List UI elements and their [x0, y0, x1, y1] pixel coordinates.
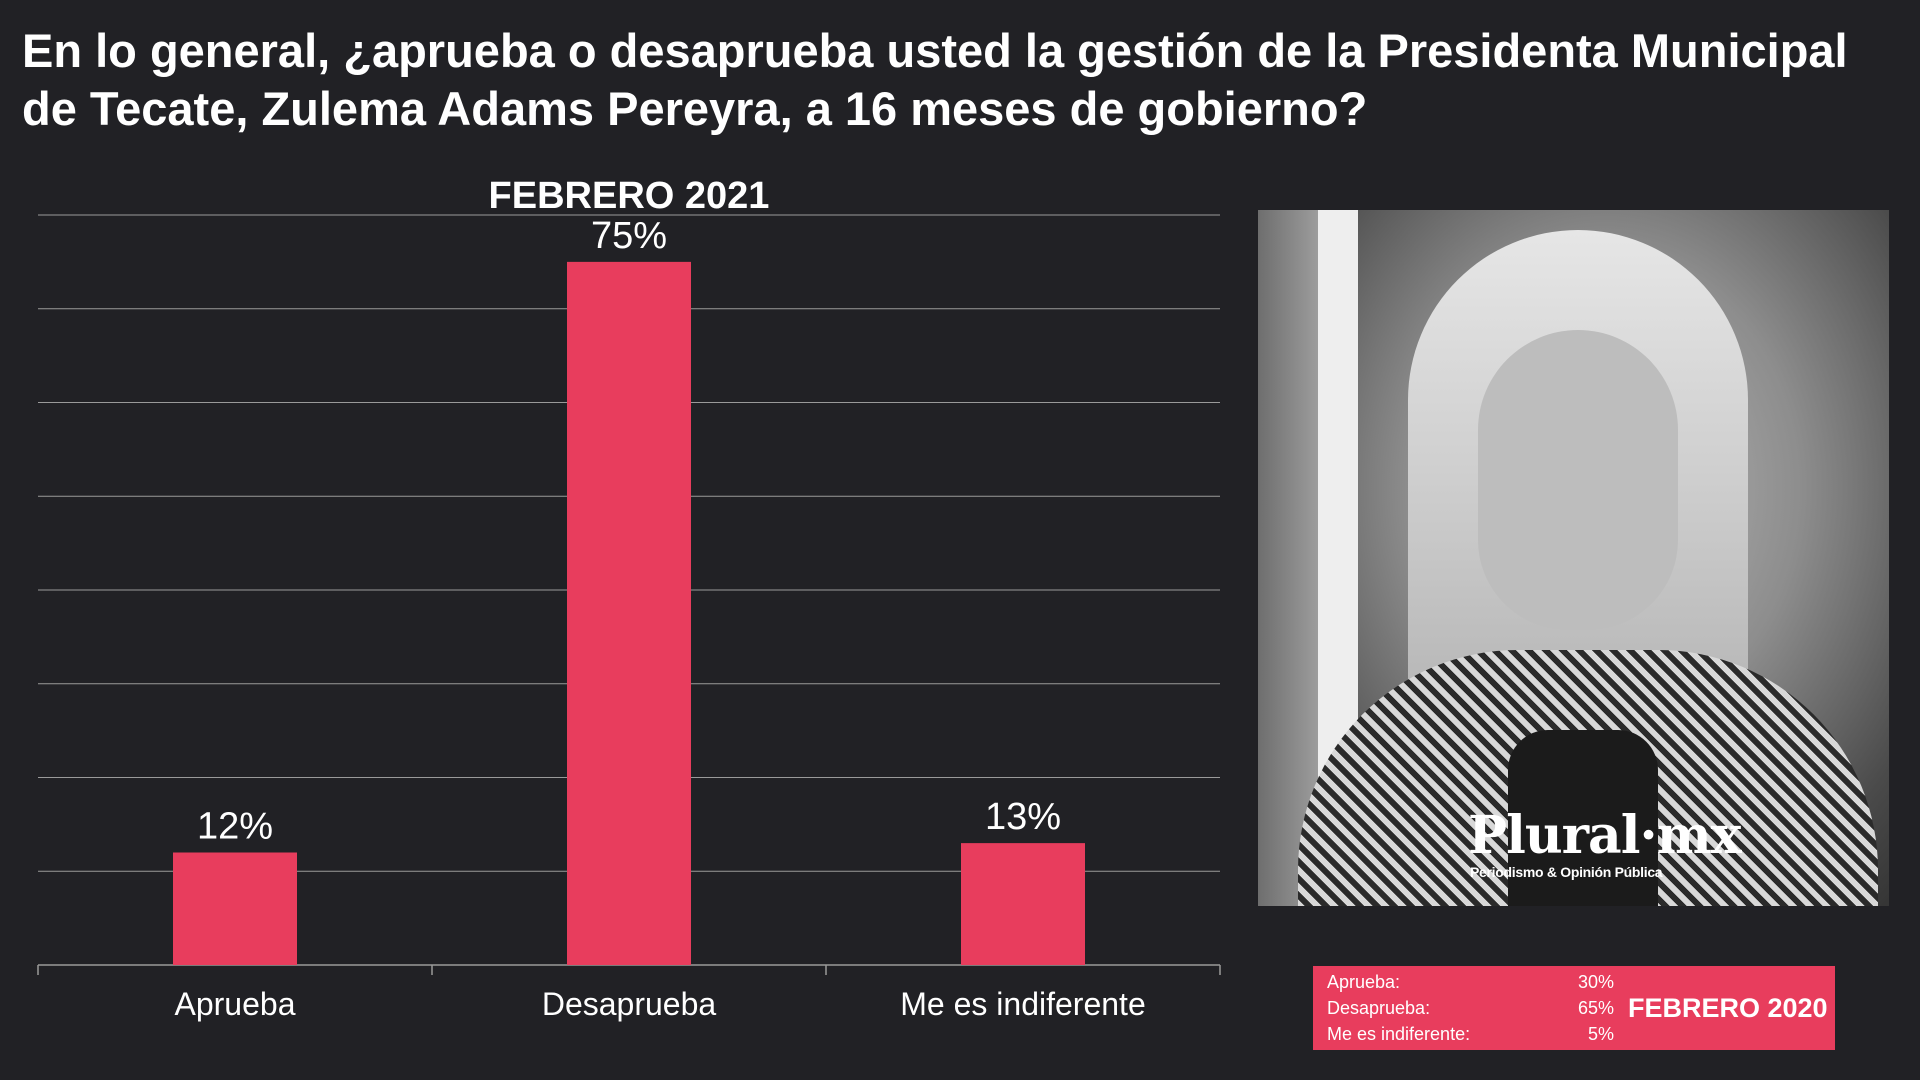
previous-results-box: Aprueba: 30% Desaprueba: 65% Me es indif…	[1313, 966, 1835, 1050]
headline: En lo general, ¿aprueba o desaprueba ust…	[22, 24, 1848, 135]
bar-me-es-indiferente	[961, 843, 1085, 965]
category-label: Desaprueba	[542, 986, 717, 1022]
photo-face	[1478, 330, 1678, 630]
previous-label: Aprueba:	[1327, 972, 1401, 992]
previous-label: Desaprueba:	[1327, 998, 1431, 1018]
data-label: 75%	[591, 215, 667, 257]
previous-label: Me es indiferente:	[1327, 1024, 1471, 1044]
plural-mx-logo: Plural·mx	[1468, 805, 1742, 866]
bar-chart: FEBRERO 2021 12% Aprueba 75% Desaprueba 13% Me…	[0, 160, 1240, 1060]
previous-row-aprueba: Aprueba: 30%	[1327, 970, 1614, 994]
chart-title: FEBRERO 2021	[489, 175, 770, 217]
bar-aprueba	[173, 852, 297, 965]
portrait-photo: Plural·mx Periodismo & Opinión Pública	[1258, 210, 1889, 906]
previous-row-desaprueba: Desaprueba: 65%	[1327, 996, 1614, 1020]
plural-mx-logo-subtitle: Periodismo & Opinión Pública	[1470, 864, 1663, 880]
previous-value: 30%	[1577, 972, 1614, 992]
data-label: 13%	[985, 796, 1061, 838]
previous-row-indiferente: Me es indiferente: 5%	[1327, 1022, 1614, 1046]
previous-period-title: FEBRERO 2020	[1628, 993, 1828, 1023]
previous-value: 5%	[1587, 1024, 1614, 1044]
category-label: Me es indiferente	[900, 986, 1145, 1022]
data-label: 12%	[197, 806, 273, 848]
previous-value: 65%	[1577, 998, 1614, 1018]
bar-desaprueba	[567, 261, 691, 965]
photo-shirt	[1508, 730, 1658, 906]
category-label: Aprueba	[175, 986, 296, 1022]
bar-chart-svg: FEBRERO 2021 12% Aprueba 75% Desaprueba 13% Me…	[37, 175, 1221, 1022]
photo-background-wall	[1258, 210, 1318, 906]
